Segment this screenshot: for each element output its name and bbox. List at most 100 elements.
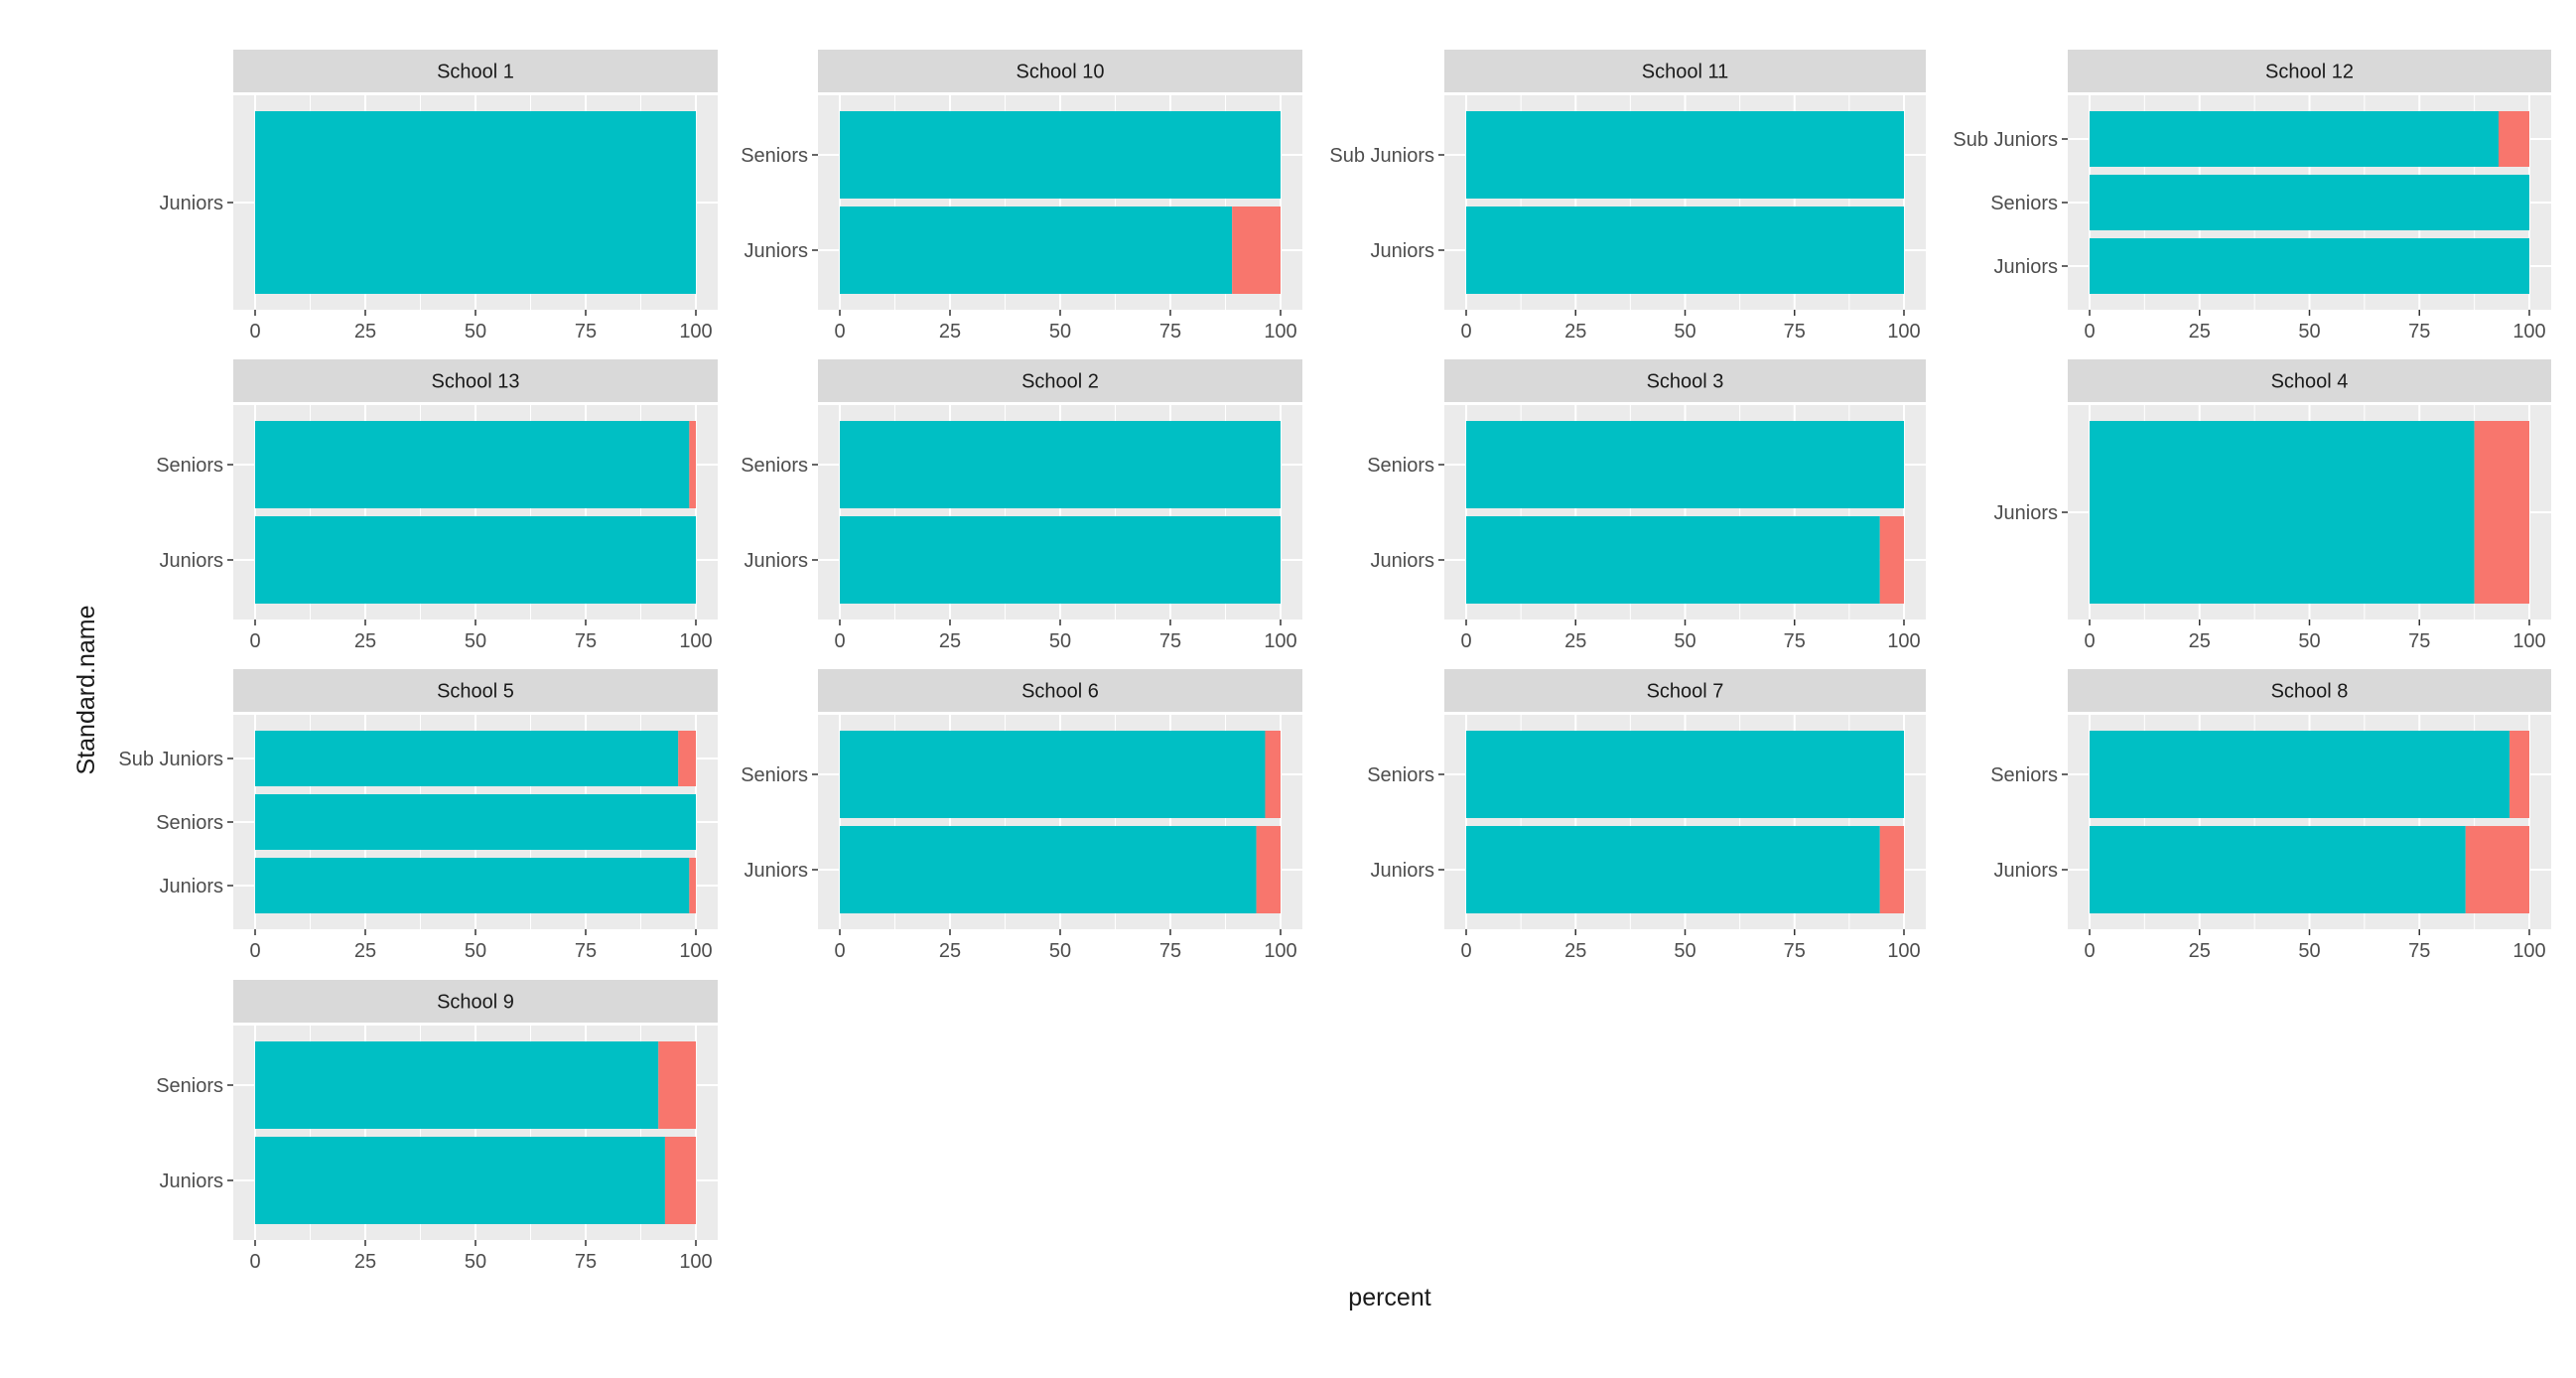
facet-title: School 10 [1017,62,1105,83]
x-tick-label: 50 [2298,321,2320,343]
x-tick-label: 25 [354,1251,376,1273]
y-tick-label: Juniors [745,550,808,572]
facet-panel: School 6 Seniors Juniors 0 25 50 75 100 [741,669,1302,962]
bar-segment-remainder [2465,826,2529,913]
x-tick-label: 0 [834,630,845,652]
bar-segment-main [840,111,1281,199]
y-tick-label: Sub Juniors [1953,129,2058,151]
bar-segment-main [1466,731,1904,818]
bar-segment-remainder [1256,826,1281,913]
y-tick-label: Juniors [160,193,223,214]
x-tick-label: 25 [1564,321,1586,343]
x-tick-label: 100 [679,630,712,652]
y-tick-label: Juniors [160,550,223,572]
x-tick-label: 75 [575,1251,597,1273]
x-tick-label: 50 [465,630,486,652]
bar-segment-main [2090,111,2499,167]
bar-segment-main [255,731,679,786]
bar-segment-main [840,516,1281,604]
facet-panel: School 10 Seniors Juniors 0 25 50 75 100 [741,50,1302,343]
bar-segment-remainder [689,858,696,913]
x-tick-label: 75 [1784,321,1806,343]
x-tick-label: 75 [2408,630,2430,652]
y-tick-label: Juniors [160,876,223,897]
bar-segment-remainder [678,731,696,786]
bar-segment-main [1466,111,1904,199]
bar-segment-main [840,207,1233,294]
y-tick-label: Juniors [745,860,808,882]
bar-segment-main [2090,826,2466,913]
x-tick-label: 25 [2189,630,2211,652]
facet-panel: School 4 Juniors 0 25 50 75 100 [1994,359,2551,652]
bar-segment-main [2090,731,2510,818]
facet-strip [2068,669,2551,712]
facet-strip [818,669,1302,712]
x-tick-label: 25 [2189,940,2211,962]
x-tick-label: 50 [1049,321,1071,343]
bar-segment-main [255,858,690,913]
bar-segment-main [255,1041,659,1129]
x-tick-label: 75 [2408,940,2430,962]
bar-segment-main [255,794,696,850]
facet-panel: School 7 Seniors Juniors 0 25 50 75 100 [1367,669,1926,962]
x-tick-label: 50 [1049,630,1071,652]
facet-panel: School 13 Seniors Juniors 0 25 50 75 100 [156,359,718,652]
x-tick-label: 100 [1264,321,1296,343]
x-tick-label: 50 [465,940,486,962]
facet-title: School 7 [1647,681,1724,703]
facet-title: School 3 [1647,371,1724,393]
y-tick-label: Juniors [160,1171,223,1192]
x-tick-label: 50 [1674,321,1695,343]
facet-panel: School 12 Sub Juniors Seniors Juniors 0 25 50 7… [1953,50,2551,343]
y-tick-label: Seniors [741,764,808,786]
facet-strip [1444,50,1926,92]
y-tick-label: Juniors [1994,256,2058,278]
facet-strip [818,50,1302,92]
y-tick-label: Seniors [156,812,223,834]
facet-title: School 6 [1021,681,1099,703]
x-tick-label: 100 [679,321,712,343]
x-tick-label: 25 [939,321,961,343]
y-tick-label: Seniors [1367,764,1434,786]
x-tick-label: 75 [1159,630,1181,652]
y-tick-label: Juniors [1371,860,1434,882]
bar-segment-remainder [658,1041,696,1129]
x-tick-label: 75 [1159,321,1181,343]
bar-segment-remainder [664,1137,696,1224]
x-tick-label: 25 [939,630,961,652]
y-tick-label: Seniors [1990,764,2058,786]
x-tick-label: 75 [1159,940,1181,962]
facet-title: School 13 [432,371,520,393]
x-tick-label: 0 [1460,321,1471,343]
facet-panel: School 5 Sub Juniors Seniors Juniors 0 25 50 75… [118,669,718,962]
y-tick-label: Juniors [1994,860,2058,882]
bar-segment-main [255,1137,665,1224]
x-tick-label: 50 [465,321,486,343]
bar-segment-main [1466,207,1904,294]
facet-strip [2068,50,2551,92]
facet-panel: School 3 Seniors Juniors 0 25 50 75 100 [1367,359,1926,652]
y-tick-label: Juniors [1371,240,1434,262]
facet-title: School 2 [1021,371,1099,393]
facet-strip [2068,359,2551,402]
bar-segment-main [1466,421,1904,508]
facet-title: School 8 [2271,681,2349,703]
bar-segment-main [840,421,1281,508]
x-tick-label: 25 [1564,940,1586,962]
x-tick-label: 0 [249,321,260,343]
x-tick-label: 50 [2298,630,2320,652]
bar-segment-remainder [689,421,696,508]
y-tick-label: Seniors [156,455,223,477]
x-tick-label: 75 [2408,321,2430,343]
facet-strip [233,669,718,712]
bar-segment-main [1466,826,1880,913]
bar-segment-main [2090,238,2529,294]
facet-strip [233,980,718,1023]
y-tick-label: Juniors [1994,502,2058,524]
x-tick-label: 100 [2512,940,2545,962]
x-tick-label: 50 [1674,630,1695,652]
y-tick-label: Seniors [156,1075,223,1097]
x-tick-label: 100 [1887,321,1920,343]
